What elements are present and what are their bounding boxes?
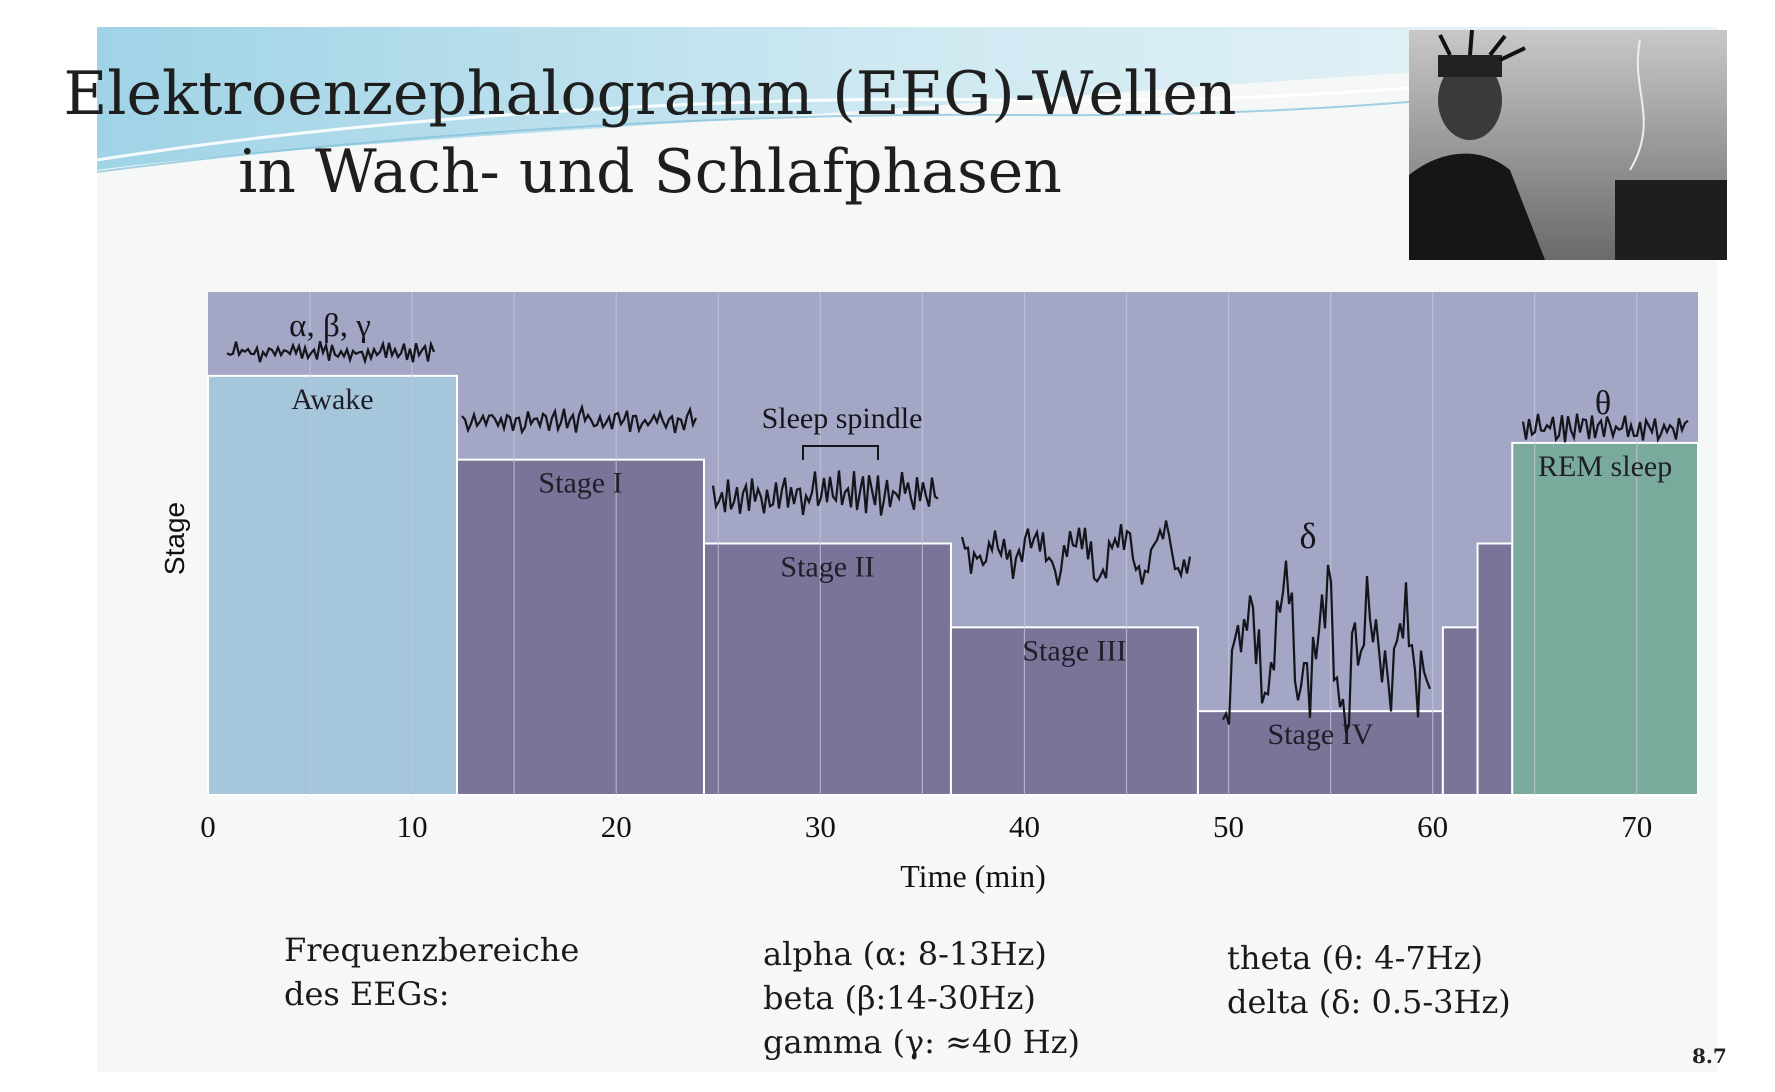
frequency-theta: theta (θ: 4-7Hz) [1227, 939, 1483, 977]
frequency-delta: delta (δ: 0.5-3Hz) [1227, 983, 1511, 1021]
stage-label: REM sleep [1538, 450, 1672, 483]
x-axis-label: Time (min) [900, 858, 1046, 894]
frequency-beta: beta (β:14-30Hz) [763, 979, 1036, 1017]
y-axis-label: Stage [159, 502, 190, 575]
frequency-alpha: alpha (α: 8-13Hz) [763, 935, 1047, 973]
title-line-2: in Wach- und Schlafphasen [238, 137, 1062, 207]
stage-block [456, 458, 705, 796]
stage-block [1196, 710, 1444, 797]
eeg-subject-photo [1409, 29, 1727, 260]
stage-block [702, 542, 952, 796]
frequency-column-1: alpha (α: 8-13Hz) beta (β:14-30Hz) gamma… [763, 932, 1080, 1064]
stage-block [1511, 441, 1699, 796]
eeg-wave-stage4 [1222, 560, 1432, 734]
page-title: Elektroenzephalogramm (EEG)-Wellen in Wa… [0, 55, 1300, 211]
stage-block [949, 626, 1199, 796]
spindle-bracket [802, 445, 879, 460]
frequency-heading: Frequenzbereiche des EEGs: [284, 928, 579, 1016]
frequency-gamma: gamma (γ: ≈40 Hz) [763, 1023, 1081, 1061]
x-tick-label: 20 [601, 809, 632, 844]
annotation-delta: δ [1300, 516, 1317, 556]
stage-label: Stage III [1022, 634, 1126, 667]
x-tick-label: 10 [397, 809, 428, 844]
stage-block [1441, 626, 1479, 796]
title-line-1: Elektroenzephalogramm (EEG)-Wellen [63, 59, 1237, 129]
sleep-stage-chart: Awake Stage I Stage II Stage III Stage IV REM… [159, 292, 1699, 894]
eeg-wave-awake [226, 339, 436, 365]
x-tick-label: 60 [1417, 809, 1448, 844]
x-tick-label: 70 [1621, 809, 1652, 844]
frequency-heading-line-1: Frequenzbereiche [284, 931, 580, 969]
stage-block [1476, 542, 1514, 796]
x-tick-label: 0 [200, 809, 216, 844]
stage-label: Stage II [780, 551, 874, 584]
frequency-heading-line-2: des EEGs: [284, 975, 450, 1013]
annotation-theta: θ [1595, 385, 1611, 422]
slide-number: 8.7 [1692, 1044, 1727, 1068]
x-tick-label: 40 [1009, 809, 1040, 844]
eeg-wave-stage2 [711, 470, 939, 516]
annotation-alpha-beta-gamma: α, β, γ [289, 308, 371, 344]
stage-label: Stage I [538, 467, 622, 500]
stage-label: Awake [291, 383, 373, 416]
x-tick-label: 30 [805, 809, 836, 844]
x-tick-label: 50 [1213, 809, 1244, 844]
stage-label: Stage IV [1267, 718, 1373, 751]
frequency-column-2: theta (θ: 4-7Hz) delta (δ: 0.5-3Hz) [1227, 936, 1511, 1024]
eeg-wave-stage3 [960, 520, 1192, 586]
stage-block [207, 374, 459, 796]
eeg-wave-rem [1521, 413, 1689, 444]
eeg-wave-stage1 [461, 403, 698, 435]
annotation-sleep-spindle: Sleep spindle [762, 402, 923, 435]
